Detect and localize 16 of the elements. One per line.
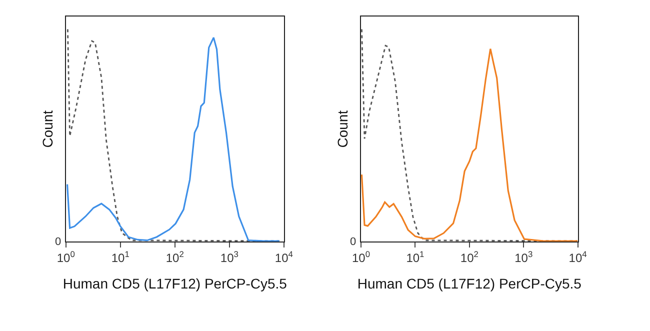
- x-tick-label: 10$^{4}$: [274, 248, 294, 266]
- x-tick-label: 10$^{2}$: [460, 248, 479, 266]
- x-tick-label: 10$^{3}$: [220, 248, 239, 266]
- y-axis-title: Count: [334, 110, 350, 148]
- x-tick-label: 10$^{1}$: [111, 248, 130, 266]
- x-tick-label: 10$^{0}$: [352, 248, 370, 266]
- x-tick-label: 10$^{3}$: [514, 248, 533, 266]
- x-tick-label: 10$^{1}$: [406, 248, 425, 266]
- x-tick-label: 10$^{0}$: [56, 248, 76, 266]
- x-axis-title: Human CD5 (L17F12) PerCP-Cy5.5: [357, 275, 582, 292]
- x-tick-label: 10$^{4}$: [568, 248, 588, 266]
- x-axis-title: Human CD5 (L17F12) PerCP-Cy5.5: [62, 275, 288, 292]
- y-axis-title: Count: [39, 110, 56, 148]
- text: 0: [350, 236, 356, 248]
- text: 0: [55, 236, 62, 248]
- x-tick-label: 10$^{2}$: [166, 248, 184, 266]
